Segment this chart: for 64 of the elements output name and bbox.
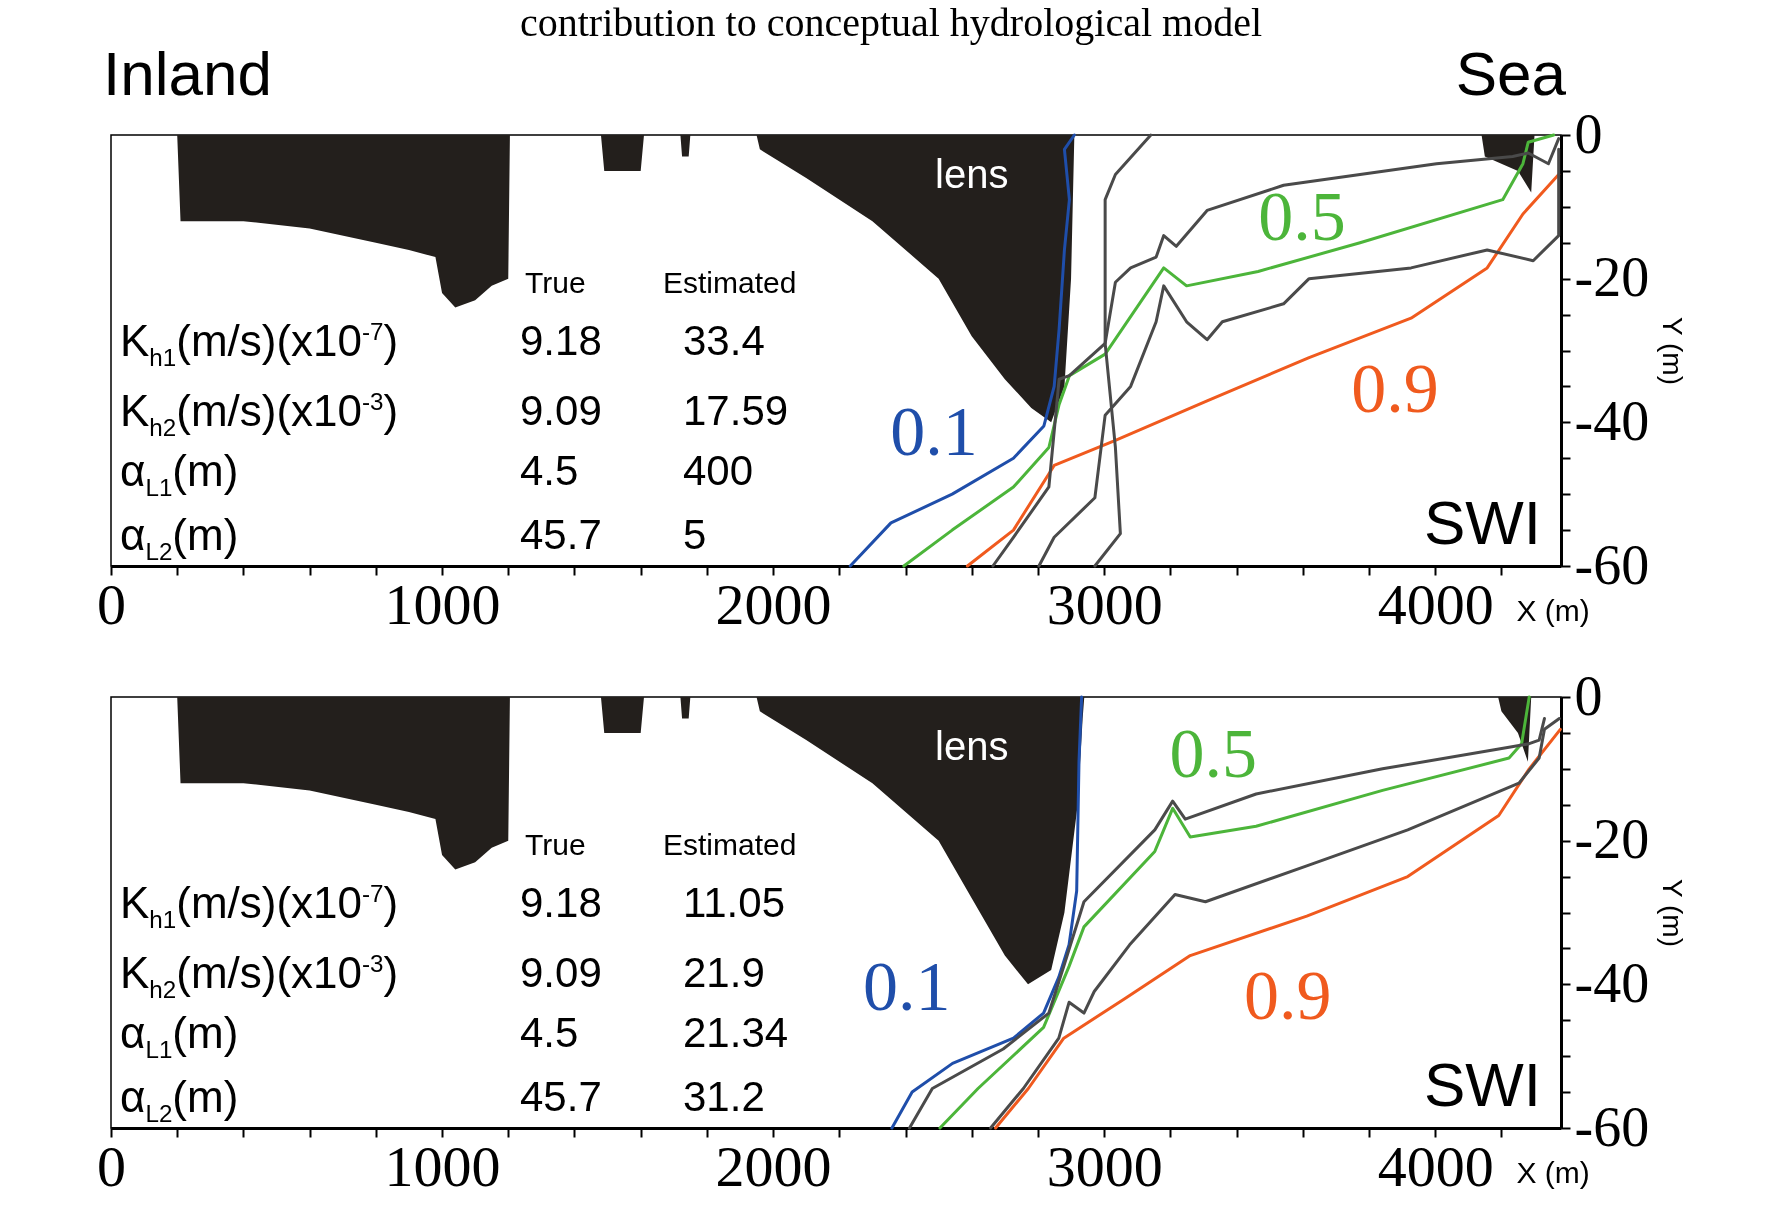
- series-label: 0.9: [1244, 957, 1332, 1035]
- annotation: K$_{h2}$(m/s)(x10$^{-3}$): [120, 386, 399, 441]
- text: Sea: [1455, 39, 1566, 108]
- text: Inland: [103, 39, 272, 108]
- annotation: 45.7: [520, 1073, 602, 1120]
- annotation: 33.4: [683, 317, 765, 364]
- annotation: True: [525, 828, 586, 861]
- annotation: True: [525, 266, 586, 299]
- y-tick-label: -20: [1574, 246, 1650, 309]
- x-tick-label: 0: [97, 1133, 126, 1199]
- series-label: 0.9: [1351, 350, 1439, 428]
- annotation: SWI: [1423, 488, 1541, 557]
- x-tick-label: 1000: [384, 571, 501, 637]
- x-tick-label: 2000: [715, 571, 832, 637]
- y-tick-label: -60: [1574, 1095, 1650, 1158]
- x-tick-label: 1000: [384, 1133, 501, 1199]
- annotation: Estimated: [663, 828, 797, 861]
- x-tick-label: 3000: [1046, 571, 1163, 637]
- series-label: 0.1: [863, 948, 951, 1026]
- annotation: 9.18: [520, 879, 602, 926]
- series-label: 0.1: [890, 392, 978, 470]
- annotation: 9.18: [520, 317, 602, 364]
- x-tick-label: 4000: [1377, 571, 1494, 637]
- annotation: K$_{h1}$(m/s)(x10$^{-7}$): [120, 878, 399, 933]
- annotation: α$_{L1}$(m): [120, 1008, 239, 1063]
- y-tick-label: -60: [1574, 533, 1650, 596]
- annotation: K$_{h2}$(m/s)(x10$^{-3}$): [120, 948, 399, 1003]
- y-axis-title: Y (m): [1657, 879, 1689, 947]
- series-label: 0.5: [1258, 177, 1346, 255]
- annotation: 21.9: [683, 949, 765, 996]
- y-tick-label: 0: [1574, 102, 1603, 165]
- y-tick-label: -20: [1574, 808, 1650, 871]
- x-axis-title: X (m): [1516, 1155, 1590, 1189]
- y-tick-label: -40: [1574, 389, 1650, 452]
- x-tick-label: 4000: [1377, 1133, 1494, 1199]
- annotation: 4.5: [520, 1009, 579, 1056]
- x-tick-label: 3000: [1046, 1133, 1163, 1199]
- annotation: 11.05: [683, 879, 785, 926]
- annotation: 5: [683, 511, 707, 558]
- annotation: 45.7: [520, 511, 602, 558]
- annotation: α$_{L2}$(m): [120, 510, 239, 565]
- annotation: 400: [683, 447, 754, 494]
- series-label: lens: [935, 152, 1009, 197]
- x-tick-label: 2000: [715, 1133, 832, 1199]
- annotation: 17.59: [683, 387, 789, 434]
- y-tick-label: 0: [1574, 664, 1603, 727]
- x-tick-label: 0: [97, 571, 126, 637]
- annotation: 21.34: [683, 1009, 789, 1056]
- annotation: α$_{L1}$(m): [120, 446, 239, 501]
- annotation: 31.2: [683, 1073, 765, 1120]
- annotation: 4.5: [520, 447, 579, 494]
- annotation: 9.09: [520, 949, 602, 996]
- annotation: 9.09: [520, 387, 602, 434]
- annotation: SWI: [1423, 1050, 1541, 1119]
- annotation: K$_{h1}$(m/s)(x10$^{-7}$): [120, 316, 399, 371]
- chart-title: contribution to conceptual hydrological model: [519, 0, 1263, 45]
- annotation: Estimated: [663, 266, 797, 299]
- line-series: [848, 133, 1076, 568]
- series-label: lens: [935, 724, 1009, 769]
- y-axis-title: Y (m): [1657, 317, 1689, 385]
- x-axis-title: X (m): [1516, 593, 1590, 627]
- annotation: α$_{L2}$(m): [120, 1072, 239, 1127]
- y-tick-label: -40: [1574, 951, 1650, 1014]
- series-label: 0.5: [1169, 715, 1257, 793]
